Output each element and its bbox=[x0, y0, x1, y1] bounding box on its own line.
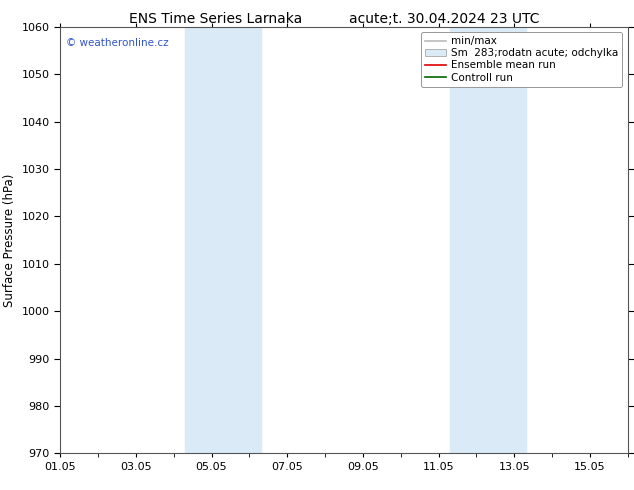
Y-axis label: Surface Pressure (hPa): Surface Pressure (hPa) bbox=[3, 173, 16, 307]
Legend: min/max, Sm  283;rodatn acute; odchylka, Ensemble mean run, Controll run: min/max, Sm 283;rodatn acute; odchylka, … bbox=[421, 32, 623, 87]
Text: ENS Time Series Larnaka: ENS Time Series Larnaka bbox=[129, 12, 302, 26]
Text: acute;t. 30.04.2024 23 UTC: acute;t. 30.04.2024 23 UTC bbox=[349, 12, 539, 26]
Bar bbox=[450, 27, 526, 453]
Bar bbox=[185, 27, 261, 453]
Text: © weatheronline.cz: © weatheronline.cz bbox=[66, 38, 169, 48]
